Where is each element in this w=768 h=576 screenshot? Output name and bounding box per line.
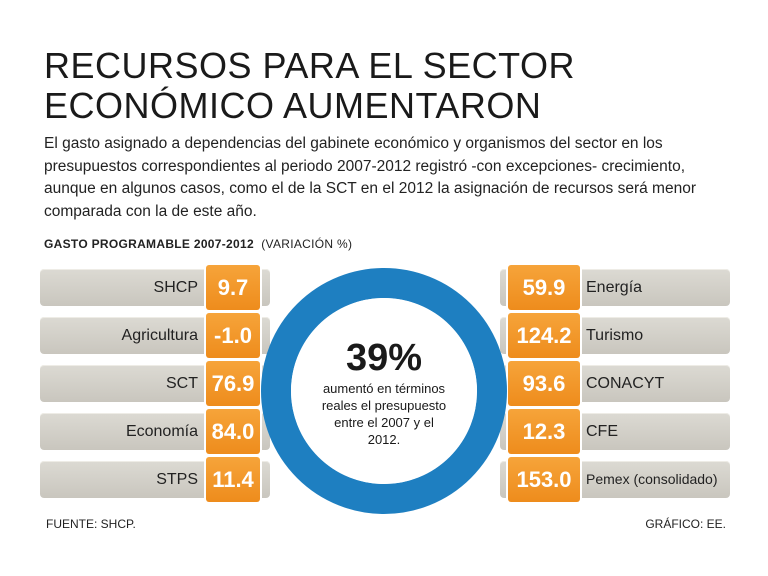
ring-circle bbox=[261, 268, 507, 514]
right-row-cfe: CFE 12.3 bbox=[500, 409, 730, 454]
value-box: 124.2 bbox=[508, 313, 580, 358]
title-line-1: RECURSOS PARA EL SECTOR bbox=[44, 45, 575, 86]
credit-note: GRÁFICO: EE. bbox=[645, 517, 726, 531]
ring-inner bbox=[291, 298, 477, 484]
right-row-pemex-consolidado: Pemex (consolidado) 153.0 bbox=[500, 457, 730, 502]
center-ring bbox=[261, 268, 507, 514]
right-row-turismo: Turismo 124.2 bbox=[500, 313, 730, 358]
left-row-agricultura: Agricultura -1.0 bbox=[40, 313, 270, 358]
center-percent: 39% bbox=[345, 337, 423, 379]
category-label: Economía bbox=[125, 423, 198, 440]
category-label: Turismo bbox=[586, 327, 644, 344]
value-box: 153.0 bbox=[508, 457, 580, 502]
category-label: Pemex (consolidado) bbox=[586, 471, 718, 487]
category-label: SHCP bbox=[153, 279, 198, 296]
left-row-econom-a: Economía 84.0 bbox=[40, 409, 270, 454]
category-label: CONACYT bbox=[586, 375, 665, 392]
category-label: Energía bbox=[586, 279, 643, 296]
value-box: 76.9 bbox=[206, 361, 260, 406]
title-line-2: ECONÓMICO AUMENTARON bbox=[44, 85, 542, 126]
left-row-shcp: SHCP 9.7 bbox=[40, 265, 270, 310]
left-row-sct: SCT 76.9 bbox=[40, 361, 270, 406]
category-label: CFE bbox=[586, 423, 618, 440]
value-box: 59.9 bbox=[508, 265, 580, 310]
value-box: 9.7 bbox=[206, 265, 260, 310]
category-label: SCT bbox=[166, 375, 198, 392]
value-box: -1.0 bbox=[206, 313, 260, 358]
category-label: Agricultura bbox=[121, 327, 198, 344]
intro-text: El gasto asignado a dependencias del gab… bbox=[44, 135, 696, 220]
chart-subtitle-unit: (VARIACIÓN %) bbox=[261, 237, 353, 251]
page-title: RECURSOS PARA EL SECTOR ECONÓMICO AUMENT… bbox=[44, 46, 744, 126]
value-box: 11.4 bbox=[206, 457, 260, 502]
right-row-conacyt: CONACYT 93.6 bbox=[500, 361, 730, 406]
center-description: aumentó en términos reales el presupuest… bbox=[321, 381, 447, 447]
value-box: 84.0 bbox=[206, 409, 260, 454]
left-row-stps: STPS 11.4 bbox=[40, 457, 270, 502]
center-callout: 39% aumentó en términos reales el presup… bbox=[320, 338, 448, 448]
chart-subtitle: GASTO PROGRAMABLE 2007-2012 (VARIACIÓN %… bbox=[44, 237, 352, 251]
category-label: STPS bbox=[156, 471, 198, 488]
value-box: 93.6 bbox=[508, 361, 580, 406]
source-note: FUENTE: SHCP. bbox=[46, 517, 136, 531]
chart-subtitle-bold: GASTO PROGRAMABLE 2007-2012 bbox=[44, 237, 254, 251]
right-row-energ-a: Energía 59.9 bbox=[500, 265, 730, 310]
value-box: 12.3 bbox=[508, 409, 580, 454]
